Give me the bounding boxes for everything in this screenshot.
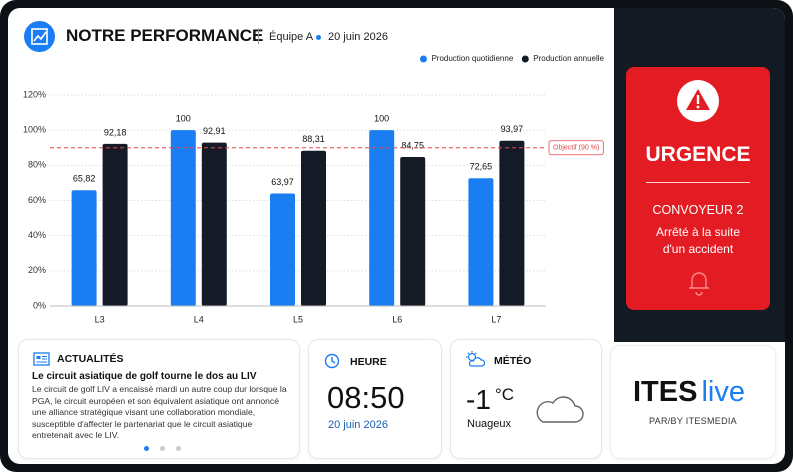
alert-title: URGENCE [645, 143, 751, 166]
pager-dot [144, 446, 149, 451]
logo-card: ITES live PAR/BY ITESMEDIA [610, 345, 776, 459]
y-tick-label: 40% [28, 230, 46, 240]
x-tick-label: L7 [491, 314, 501, 324]
logo-brand: ITES live [633, 376, 745, 409]
legend-swatch [521, 55, 529, 63]
legend-swatch [419, 55, 427, 63]
dot [316, 35, 321, 40]
value-label: 65,82 [73, 174, 96, 184]
value-label: 100 [176, 114, 191, 124]
bell-icon [689, 272, 709, 296]
header-title: NOTRE PERFORMANCE [66, 26, 264, 45]
alert-line: Arrêté à la suite [655, 225, 741, 239]
value-label: 100 [374, 114, 389, 124]
legend-label: Production quotidienne [431, 54, 513, 63]
news-icon [33, 352, 50, 366]
time-date: 20 juin 2026 [328, 419, 388, 431]
bar [369, 130, 395, 306]
news-title: Le circuit asiatique de golf tourne le d… [32, 371, 257, 382]
pager-dot [160, 446, 165, 451]
pager-dot [176, 446, 181, 451]
weather-icon [466, 351, 486, 367]
divider [646, 182, 750, 183]
bar [468, 178, 494, 306]
header-team: Équipe A [269, 31, 314, 43]
time-heading: HEURE [350, 356, 387, 368]
alert-line: d'un accident [662, 242, 734, 256]
value-label: 88,31 [302, 134, 325, 144]
x-tick-label: L4 [194, 314, 204, 324]
bar [102, 143, 128, 306]
chart-icon [31, 28, 48, 45]
temperature: -1 [466, 384, 491, 415]
y-tick-label: 20% [28, 265, 46, 275]
chart: 0% 20% 40% 60% 80% 100% 120% Production annuell… [23, 54, 605, 324]
bar [71, 190, 97, 306]
logo-live: live [701, 376, 745, 408]
temperature-unit: °C [495, 385, 515, 404]
bar [499, 140, 525, 306]
alert-subject: CONVOYEUR 2 [652, 203, 744, 217]
weather-card: MÉTÉO -1 °C Nuageux [450, 339, 602, 459]
value-label: 84,75 [401, 140, 424, 150]
alert-panel: URGENCE CONVOYEUR 2 Arrêté à la suite d'… [614, 8, 785, 342]
news-card: ACTUALITÉS Le circuit asiatique de golf … [18, 339, 300, 459]
clock-icon [324, 353, 340, 369]
x-tick-label: L6 [392, 314, 402, 324]
header-date: 20 juin 2026 [328, 31, 388, 43]
y-tick-label: 80% [28, 160, 46, 170]
y-tick-label: 120% [23, 89, 46, 99]
bar [400, 156, 426, 306]
x-tick-label: L3 [95, 314, 105, 324]
x-tick-label: L5 [293, 314, 303, 324]
legend-label: Production annuelle [533, 54, 604, 63]
header-icon [24, 21, 55, 52]
bar [270, 193, 295, 306]
y-tick-label: 60% [28, 195, 46, 205]
logo-tagline: PAR/BY ITESMEDIA [649, 416, 737, 426]
cloud-icon [536, 396, 584, 423]
logo-ites: ITES [633, 376, 698, 408]
warning-icon [677, 80, 719, 122]
target-label-box [548, 140, 604, 156]
value-label: 93,97 [501, 124, 524, 134]
bar [201, 142, 227, 306]
bar [301, 150, 326, 306]
news-heading: ACTUALITÉS [57, 353, 124, 365]
y-tick-label: 100% [23, 125, 46, 135]
target-label: Objectif (90 %) [553, 145, 599, 152]
clock: 08:50 [327, 380, 405, 415]
value-label: 92,91 [203, 126, 226, 136]
screen: 0% 20% 40% 60% 80% 100% 120% Production annuell… [8, 8, 785, 464]
value-label: 72,65 [470, 162, 493, 172]
y-tick-label: 0% [33, 300, 46, 310]
news-body: Le circuit de golf LIV a encaissé mardi … [32, 384, 287, 441]
weather-condition: Nuageux [467, 418, 512, 430]
bar [170, 130, 196, 306]
value-label: 92,18 [104, 127, 127, 137]
separator [258, 28, 259, 44]
value-label: 63,97 [271, 177, 294, 187]
weather-heading: MÉTÉO [494, 355, 532, 367]
alert-card: URGENCE CONVOYEUR 2 Arrêté à la suite d'… [626, 67, 770, 310]
time-card: HEURE 08:50 20 juin 2026 [308, 339, 442, 459]
